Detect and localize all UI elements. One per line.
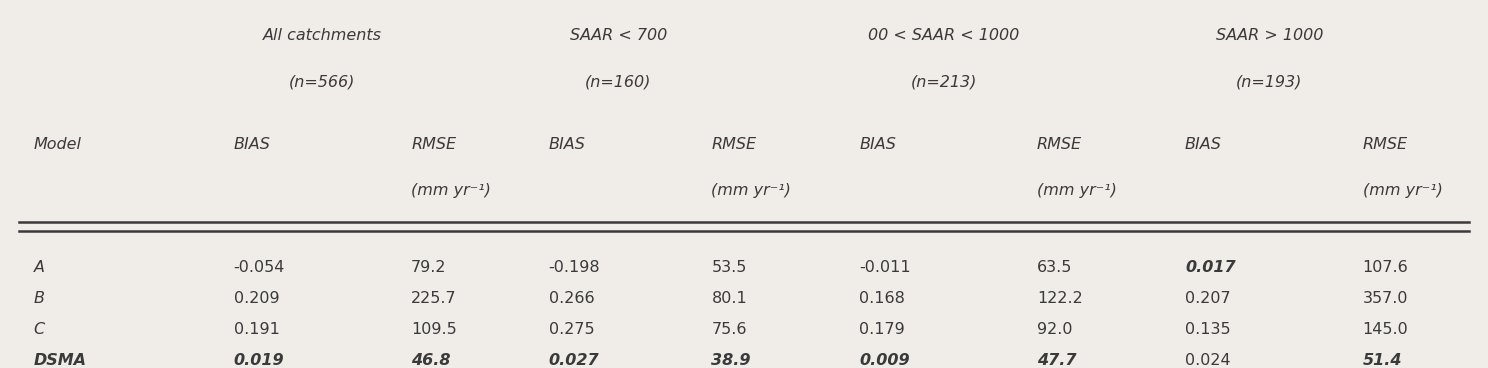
Text: 47.7: 47.7 [1037,353,1076,368]
Text: (n=566): (n=566) [289,74,356,89]
Text: 46.8: 46.8 [411,353,451,368]
Text: (n=193): (n=193) [1237,74,1302,89]
Text: 0.275: 0.275 [549,322,594,337]
Text: SAAR < 700: SAAR < 700 [570,28,667,43]
Text: 0.027: 0.027 [549,353,600,368]
Text: 0.168: 0.168 [860,291,905,306]
Text: 122.2: 122.2 [1037,291,1083,306]
Text: All catchments: All catchments [263,28,382,43]
Text: 00 < SAAR < 1000: 00 < SAAR < 1000 [868,28,1019,43]
Text: 0.207: 0.207 [1184,291,1231,306]
Text: 0.209: 0.209 [234,291,280,306]
Text: RMSE: RMSE [711,137,756,152]
Text: 0.191: 0.191 [234,322,280,337]
Text: (mm yr⁻¹): (mm yr⁻¹) [411,183,491,198]
Text: C: C [34,322,45,337]
Text: 51.4: 51.4 [1363,353,1402,368]
Text: 38.9: 38.9 [711,353,751,368]
Text: (mm yr⁻¹): (mm yr⁻¹) [1363,183,1442,198]
Text: -0.011: -0.011 [860,259,911,275]
Text: 0.019: 0.019 [234,353,284,368]
Text: 75.6: 75.6 [711,322,747,337]
Text: Model: Model [34,137,82,152]
Text: 80.1: 80.1 [711,291,747,306]
Text: 109.5: 109.5 [411,322,457,337]
Text: A: A [34,259,45,275]
Text: 0.266: 0.266 [549,291,594,306]
Text: 0.179: 0.179 [860,322,905,337]
Text: (mm yr⁻¹): (mm yr⁻¹) [711,183,792,198]
Text: (n=160): (n=160) [585,74,652,89]
Text: BIAS: BIAS [549,137,586,152]
Text: 92.0: 92.0 [1037,322,1073,337]
Text: 357.0: 357.0 [1363,291,1408,306]
Text: 107.6: 107.6 [1363,259,1408,275]
Text: 225.7: 225.7 [411,291,457,306]
Text: 0.009: 0.009 [860,353,911,368]
Text: DSMA: DSMA [34,353,86,368]
Text: -0.198: -0.198 [549,259,600,275]
Text: 0.017: 0.017 [1184,259,1235,275]
Text: (mm yr⁻¹): (mm yr⁻¹) [1037,183,1117,198]
Text: RMSE: RMSE [1363,137,1408,152]
Text: 79.2: 79.2 [411,259,446,275]
Text: 53.5: 53.5 [711,259,747,275]
Text: (n=213): (n=213) [911,74,978,89]
Text: SAAR > 1000: SAAR > 1000 [1216,28,1323,43]
Text: BIAS: BIAS [860,137,896,152]
Text: BIAS: BIAS [234,137,271,152]
Text: B: B [34,291,45,306]
Text: -0.054: -0.054 [234,259,284,275]
Text: 145.0: 145.0 [1363,322,1408,337]
Text: BIAS: BIAS [1184,137,1222,152]
Text: 63.5: 63.5 [1037,259,1073,275]
Text: RMSE: RMSE [1037,137,1082,152]
Text: 0.024: 0.024 [1184,353,1231,368]
Text: RMSE: RMSE [411,137,457,152]
Text: 0.135: 0.135 [1184,322,1231,337]
